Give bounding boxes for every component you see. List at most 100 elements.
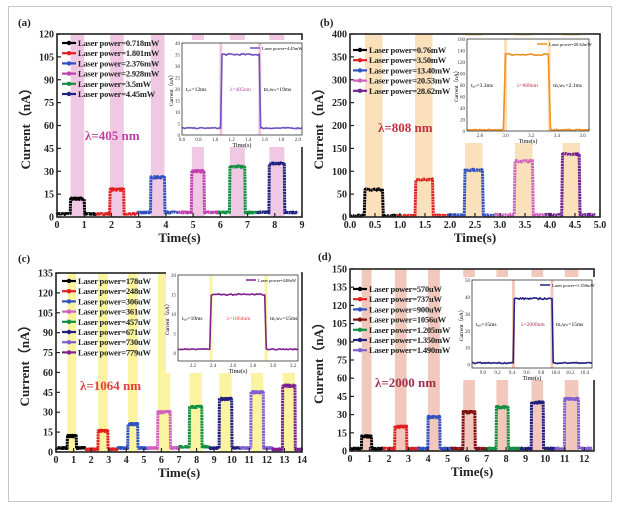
x-tick-label: 5 bbox=[191, 220, 196, 231]
rise-time-label: tᵤₚ=15ms bbox=[476, 322, 497, 328]
y-tick-label: 105 bbox=[38, 308, 53, 319]
inset-frame bbox=[466, 38, 590, 132]
x-tick-label: 4.0 bbox=[544, 220, 557, 231]
inset-y-tick-label: 50 bbox=[465, 279, 471, 284]
legend-entry: Laser power=2.376mW bbox=[78, 58, 160, 68]
y-tick-label: 15 bbox=[44, 190, 54, 201]
inset: 9.0 9.2 9.4 9.6 9.8 10.0 10.2 10.4 0 10 20 30 40 50 Ti… bbox=[458, 277, 596, 382]
inset-x-tick-label: 2.8 bbox=[250, 364, 257, 369]
x-tick-label: 6 bbox=[159, 455, 164, 466]
inset-x-tick-label: 1.0 bbox=[212, 138, 219, 143]
inset-wavelength-label: λ=2000nm bbox=[521, 322, 546, 328]
x-tick-label: 0 bbox=[54, 455, 59, 466]
y-axis-label: Current（nA） bbox=[17, 319, 32, 407]
x-tick-label: 6 bbox=[465, 454, 470, 465]
inset-x-tick-label: 0.8 bbox=[195, 138, 202, 143]
inset-x-tick-label: 2.6 bbox=[230, 364, 237, 369]
series-line bbox=[543, 152, 596, 217]
series-line bbox=[255, 161, 299, 215]
y-axis-label: Current（nA） bbox=[18, 82, 33, 170]
x-tick-label: 4 bbox=[163, 220, 168, 231]
series-line bbox=[519, 400, 557, 451]
inset-shade bbox=[504, 39, 508, 131]
rise-time-label: tᵤₚ=10ms bbox=[182, 316, 203, 322]
legend-marker bbox=[66, 340, 72, 345]
legend-entry: Laser power=361uW bbox=[78, 307, 152, 317]
inset-y-tick-label: 20 bbox=[171, 274, 177, 279]
y-tick-label: 120 bbox=[332, 301, 347, 312]
inset: 0.6 0.8 1.0 1.2 1.4 1.6 1.8 2.0 0 5 10 15 20 25 30 35 40… bbox=[168, 40, 305, 149]
inset-x-tick-label: 1.6 bbox=[262, 138, 269, 143]
x-tick-label: 3.5 bbox=[519, 220, 532, 231]
fall-time-label: tᴅₒᴡₙ=19ms bbox=[264, 87, 291, 93]
inset-y-tick-label: 20 bbox=[460, 119, 466, 124]
x-tick-label: 1.0 bbox=[394, 220, 407, 231]
legend-entry: Laser power=4.45mW bbox=[78, 89, 156, 99]
y-tick-label: 45 bbox=[43, 388, 53, 399]
inset-x-tick-label: 3.0 bbox=[502, 134, 509, 139]
legend-entry: Laser power=1.801mW bbox=[78, 48, 160, 58]
x-tick-label: 10 bbox=[227, 455, 237, 466]
illumination-shade bbox=[110, 34, 124, 217]
x-tick-label: 3 bbox=[406, 454, 411, 465]
inset-y-axis-label: Current（nA） bbox=[458, 307, 465, 342]
inset-y-tick-label: 35 bbox=[175, 54, 181, 59]
x-tick-label: 3.0 bbox=[494, 220, 507, 231]
x-tick-label: 9 bbox=[212, 455, 217, 466]
inset-legend-entry: Laser power=248uW bbox=[258, 278, 297, 283]
panel-label: (a) bbox=[18, 17, 31, 29]
legend-entry: Laser power=900uW bbox=[369, 304, 443, 314]
x-axis-label: Time(s) bbox=[158, 465, 200, 480]
y-axis-label: Current（nA） bbox=[311, 316, 326, 404]
inset-x-tick-label: 3.4 bbox=[554, 134, 561, 139]
y-tick-label: 50 bbox=[337, 190, 347, 201]
legend-marker bbox=[66, 40, 72, 46]
legend-marker bbox=[357, 327, 363, 332]
x-tick-label: 1 bbox=[71, 455, 76, 466]
legend-entry: Laser power=3.5mW bbox=[78, 79, 152, 89]
x-tick-label: 1 bbox=[367, 454, 372, 465]
x-tick-label: 5 bbox=[445, 454, 450, 465]
inset-x-tick-label: 2.4 bbox=[210, 364, 217, 369]
inset-y-tick-label: 10 bbox=[171, 313, 177, 318]
y-tick-label: 60 bbox=[44, 121, 54, 132]
legend-entry: Laser power=2.928mW bbox=[78, 69, 160, 79]
inset-x-tick-label: 9.0 bbox=[480, 371, 487, 376]
x-tick-label: 6 bbox=[218, 220, 223, 231]
legend-entry: Laser power=306uW bbox=[78, 296, 152, 306]
y-tick-label: 400 bbox=[332, 30, 347, 41]
x-tick-label: 0.5 bbox=[369, 220, 382, 231]
y-tick-label: 45 bbox=[44, 144, 54, 155]
x-tick-label: 5 bbox=[141, 455, 146, 466]
x-tick-label: 8 bbox=[504, 454, 509, 465]
inset-y-tick-label: 160 bbox=[458, 38, 466, 43]
series-line bbox=[146, 410, 181, 451]
series-line bbox=[485, 405, 522, 451]
x-tick-label: 8 bbox=[272, 220, 277, 231]
legend-marker bbox=[66, 81, 72, 87]
inset-series-line bbox=[466, 52, 590, 132]
inset-x-axis-label: Time(s) bbox=[523, 375, 542, 382]
inset-y-tick-label: 60 bbox=[460, 96, 466, 101]
inset-y-tick-label: 120 bbox=[458, 61, 466, 66]
inset-series-line bbox=[471, 296, 593, 365]
y-tick-label: 200 bbox=[332, 121, 347, 132]
inset-x-tick-label: 2.2 bbox=[190, 364, 197, 369]
fall-time-label: tᴅₒᴡₙ=2.1ms bbox=[553, 83, 582, 89]
wavelength-annotation: λ=405 nm bbox=[85, 128, 140, 143]
legend-marker bbox=[357, 286, 363, 292]
y-tick-label: 60 bbox=[337, 374, 347, 385]
y-tick-label: 75 bbox=[43, 348, 53, 359]
inset-y-tick-label: 30 bbox=[465, 313, 471, 318]
inset-x-tick-label: 2.8 bbox=[477, 134, 484, 139]
inset-frame bbox=[181, 42, 303, 136]
legend-entry: Laser power=730uW bbox=[78, 337, 152, 347]
inset-x-tick-label: 9.6 bbox=[523, 371, 530, 376]
x-tick-label: 9 bbox=[523, 454, 528, 465]
inset-y-tick-label: 0 bbox=[468, 364, 471, 369]
legend-marker bbox=[66, 278, 72, 284]
x-tick-label: 7 bbox=[177, 455, 182, 466]
x-tick-label: 10 bbox=[540, 454, 550, 465]
y-tick-label: 90 bbox=[337, 337, 347, 348]
inset-x-tick-label: 10.4 bbox=[580, 371, 589, 376]
